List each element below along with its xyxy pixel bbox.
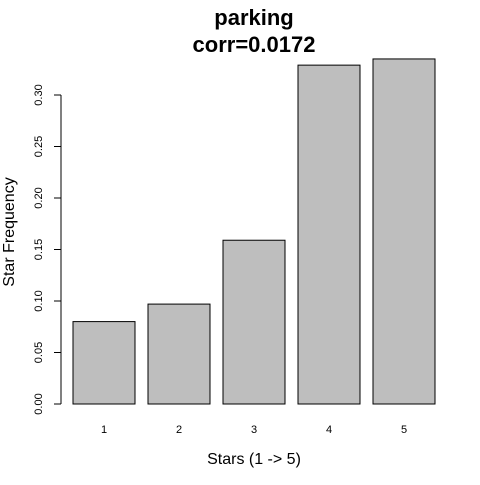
bar-series [72,58,436,405]
y-axis-tick-label: 0.00 [33,393,45,414]
chart-subtitle: corr=0.0172 [193,32,316,57]
bar-5 [372,58,436,405]
x-axis-tick-label: 5 [401,424,407,436]
y-axis-tick-label: 0.20 [33,187,45,208]
bar-1 [72,321,136,405]
y-axis-tick-label: 0.15 [33,239,45,260]
bar-3 [222,239,286,405]
chart-title: parking [214,5,293,30]
y-axis-tick-label: 0.05 [33,342,45,363]
bar-2 [147,303,211,405]
y-axis-tick-label: 0.10 [33,290,45,311]
x-axis-tick-label: 2 [176,424,182,436]
x-axis-tick-label: 4 [326,424,332,436]
y-axis-tick-label: 0.30 [33,84,45,105]
y-axis: 0.00 0.05 0.10 0.15 0.20 0.25 0.30 [33,84,62,415]
bar-4 [297,64,361,405]
x-axis-tick-label: 1 [101,424,107,436]
x-axis-title: Stars (1 -> 5) [207,451,301,468]
y-axis-title: Star Frequency [1,177,18,286]
x-axis-tick-labels: 1 2 3 4 5 [101,424,407,436]
y-axis-tick-label: 0.25 [33,136,45,157]
x-axis-tick-label: 3 [251,424,257,436]
